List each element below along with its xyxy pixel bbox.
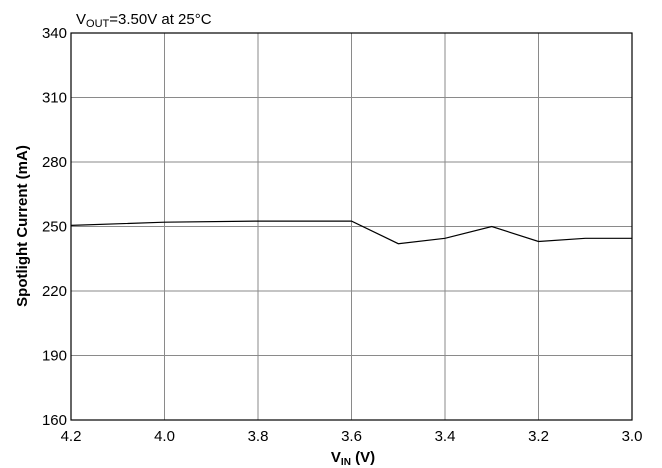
x-axis-title-suffix: (V) xyxy=(351,449,375,466)
y-tick-label: 280 xyxy=(42,154,67,171)
x-tick-label: 3.6 xyxy=(341,428,362,445)
x-tick-label: 4.0 xyxy=(154,428,175,445)
x-tick-labels: 4.2 4.0 3.8 3.6 3.4 3.2 3.0 xyxy=(61,428,643,445)
x-axis-title: VIN (V) xyxy=(331,449,375,468)
x-tick-label: 4.2 xyxy=(61,428,82,445)
y-tick-label: 220 xyxy=(42,283,67,300)
x-axis-title-subscript: IN xyxy=(341,457,351,468)
x-tick-label: 3.8 xyxy=(248,428,269,445)
grid-lines xyxy=(71,33,632,420)
y-tick-label: 340 xyxy=(42,25,67,42)
x-axis-title-main: V xyxy=(331,449,341,466)
x-tick-label: 3.2 xyxy=(528,428,549,445)
series-layer xyxy=(70,220,632,245)
x-tick-label: 3.0 xyxy=(622,428,643,445)
y-tick-label: 190 xyxy=(42,348,67,365)
condition-annotation: VOUT=3.50V at 25°C xyxy=(76,11,212,30)
y-tick-label: 160 xyxy=(42,412,67,429)
plot-frame xyxy=(70,32,633,421)
y-tick-labels: 160 190 220 250 280 310 340 xyxy=(42,25,67,429)
x-tick-label: 3.4 xyxy=(435,428,456,445)
annotation-subscript: OUT xyxy=(86,18,110,30)
series-line xyxy=(70,220,632,245)
annotation-prefix: V xyxy=(76,11,86,28)
y-axis-title: Spotlight Current (mA) xyxy=(14,145,31,307)
y-tick-label: 250 xyxy=(42,219,67,236)
annotation-suffix: =3.50V at 25°C xyxy=(109,11,211,28)
y-tick-label: 310 xyxy=(42,90,67,107)
